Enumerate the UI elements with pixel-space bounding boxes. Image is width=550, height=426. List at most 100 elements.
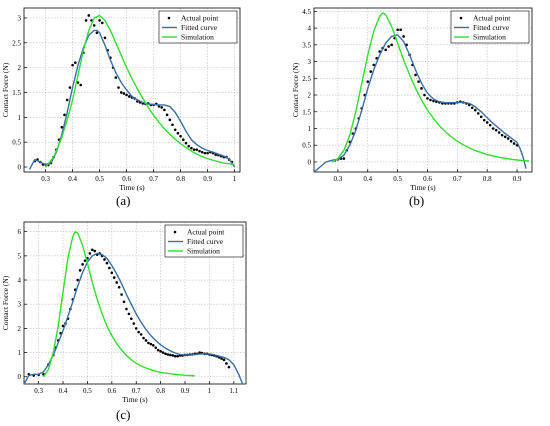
- x-tick-label: 0.7: [453, 175, 462, 183]
- actual-point: [479, 115, 483, 119]
- actual-point: [387, 45, 390, 48]
- actual-point: [171, 123, 174, 127]
- y-tick-label: 3: [308, 58, 312, 66]
- actual-point: [491, 127, 495, 130]
- fitted-curve: [28, 29, 236, 170]
- chart-panel-0: 0.3 0.4 0.5 0.6 0.7 0.8 0.9 1 0 0.5 1 1.5 2 2.5 3 Time …: [1, 7, 241, 192]
- actual-point: [198, 149, 201, 153]
- y-tick-label: 1: [18, 114, 22, 122]
- y-axis-label: Contact Force (N): [1, 275, 10, 330]
- actual-point: [503, 135, 507, 139]
- actual-point: [160, 106, 163, 109]
- y-tick-label: 3.5: [302, 41, 311, 49]
- x-tick-label: 0.7: [132, 387, 141, 395]
- actual-point: [375, 56, 379, 60]
- plot-area: [24, 231, 244, 384]
- actual-point: [500, 133, 504, 137]
- actual-point: [63, 113, 66, 117]
- x-tick-label: 0.5: [95, 175, 104, 183]
- x-tick-label: 0.6: [107, 387, 116, 395]
- actual-point: [164, 352, 167, 356]
- actual-point: [390, 43, 393, 47]
- actual-point: [154, 346, 158, 350]
- actual-point: [166, 353, 170, 356]
- x-tick-label: 0.6: [122, 175, 131, 183]
- actual-point: [399, 28, 402, 32]
- y-tick-label: 1.5: [302, 108, 311, 116]
- actual-point: [206, 151, 209, 155]
- actual-point: [187, 144, 190, 148]
- actual-point: [137, 330, 140, 334]
- actual-point: [101, 21, 104, 25]
- legend-marker-actual: [459, 16, 463, 20]
- plot-area: [28, 14, 236, 170]
- actual-point: [151, 344, 155, 347]
- actual-point: [203, 151, 207, 155]
- actual-point: [79, 83, 82, 87]
- legend-entry: Simulation: [187, 247, 220, 256]
- actual-point: [342, 157, 346, 160]
- fitted-curve: [314, 34, 527, 172]
- actual-point: [87, 14, 91, 17]
- y-tick-label: 2.5: [302, 75, 311, 83]
- chart-panel-2: 0.3 0.4 0.5 0.6 0.7 0.8 0.9 1 1.1 0 1 2 3 4 5 6 Time (s)…: [1, 221, 247, 404]
- actual-point: [95, 31, 99, 35]
- x-tick-label: 0.9: [513, 175, 522, 183]
- x-tick-label: 0.8: [176, 175, 185, 183]
- actual-point: [163, 108, 166, 112]
- simulation-curve: [331, 12, 530, 163]
- plot-frame: [23, 221, 247, 385]
- actual-point: [173, 128, 177, 132]
- legend-entry: Fitted curve: [187, 237, 224, 246]
- actual-point: [426, 97, 429, 100]
- actual-point: [485, 121, 489, 124]
- actual-point: [122, 300, 126, 304]
- simulation-curve: [45, 14, 235, 168]
- actual-point: [161, 351, 165, 354]
- y-tick-label: 6: [18, 228, 22, 236]
- legend-marker-actual: [167, 16, 171, 20]
- actual-point: [497, 131, 501, 134]
- actual-point: [372, 63, 376, 67]
- actual-point: [198, 351, 201, 354]
- x-tick-label: 0.7: [149, 175, 158, 183]
- x-tick-label: 0.3: [34, 387, 43, 395]
- actual-point: [473, 108, 477, 112]
- actual-point: [402, 35, 405, 38]
- y-tick-label: 2: [308, 92, 312, 100]
- actual-point: [227, 365, 231, 369]
- y-tick-label: 2.5: [12, 39, 21, 47]
- legend-entry: Simulation: [473, 33, 506, 42]
- actual-point: [184, 141, 188, 145]
- actual-point: [366, 80, 370, 83]
- actual-point: [414, 73, 417, 77]
- legend-entry: Simulation: [181, 33, 214, 42]
- actual-point: [369, 70, 373, 73]
- actual-point: [103, 258, 106, 261]
- x-tick-label: 0.9: [181, 387, 190, 395]
- y-tick-label: 2: [18, 64, 22, 72]
- y-tick-label: 1: [308, 125, 312, 133]
- actual-point: [176, 354, 179, 358]
- legend-entry: Fitted curve: [181, 23, 218, 32]
- actual-point: [506, 137, 510, 140]
- actual-point: [190, 146, 193, 150]
- y-tick-label: 1.5: [12, 89, 21, 97]
- actual-point: [488, 123, 492, 127]
- actual-point: [92, 24, 96, 27]
- actual-point: [423, 93, 426, 97]
- actual-point: [200, 150, 204, 154]
- actual-point: [68, 86, 72, 89]
- y-tick-label: 0.5: [12, 139, 21, 147]
- y-tick-label: 0: [18, 164, 22, 172]
- actual-point: [225, 362, 228, 365]
- chart-panel-1: 0.3 0.4 0.5 0.6 0.7 0.8 0.9 0 0.5 1 1.5 2 2.5 3 3.5 4 4.…: [291, 7, 533, 192]
- actual-point: [482, 118, 486, 122]
- actual-point: [76, 278, 79, 282]
- actual-point: [396, 28, 399, 32]
- actual-point: [147, 341, 150, 345]
- x-tick-label: 0.4: [68, 175, 77, 183]
- actual-point: [432, 99, 435, 103]
